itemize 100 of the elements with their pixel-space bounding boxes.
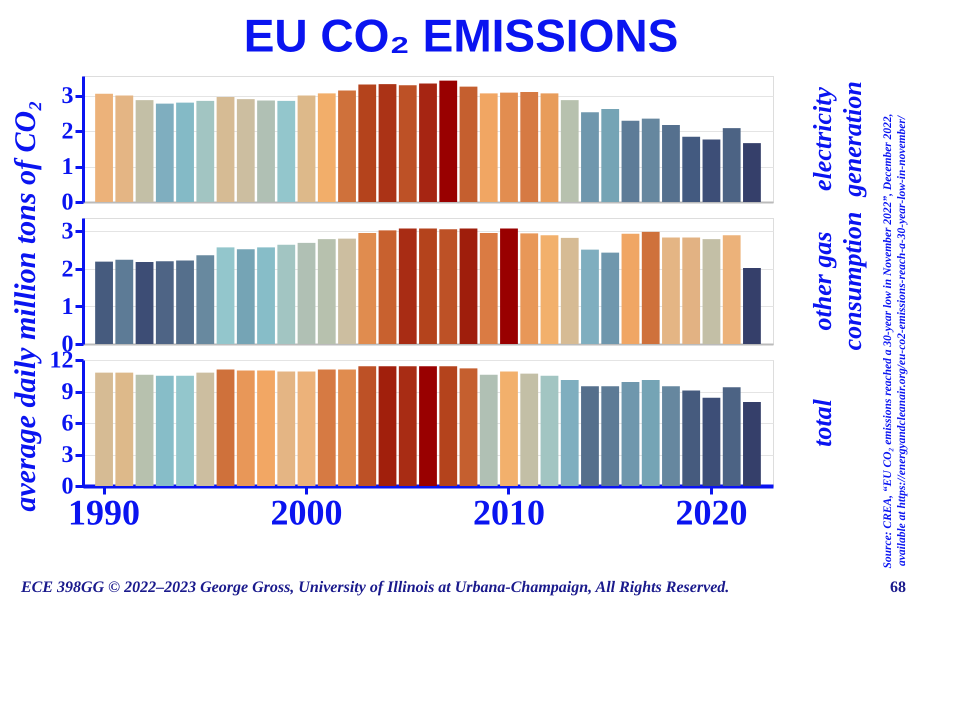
bar <box>642 118 660 202</box>
bar <box>622 120 640 202</box>
bar <box>702 239 720 344</box>
bar <box>257 247 275 344</box>
bar <box>520 374 538 486</box>
bar <box>95 262 113 344</box>
bar <box>581 250 599 344</box>
bar <box>520 92 538 202</box>
bar <box>115 260 134 344</box>
text: 68 <box>890 579 906 596</box>
bar <box>682 136 700 202</box>
text: other gas consumption <box>808 212 867 350</box>
bar <box>196 100 214 202</box>
bar <box>439 366 458 486</box>
source-note: Source: CREA, “EU CO₂ emissions reached a 30-year low in November 2022”, December 2022, available at https://energyandcleanair.org/eu-co2-emissions-reach-a-30-year-low-in-november/ <box>882 113 908 569</box>
bar <box>601 386 620 486</box>
bar <box>156 261 174 344</box>
bar <box>277 100 296 202</box>
bar <box>136 374 154 486</box>
bar <box>378 230 396 344</box>
bar <box>236 249 255 344</box>
bar <box>642 380 660 486</box>
bar <box>743 268 761 344</box>
bar <box>480 93 498 202</box>
text: electricity generation <box>808 81 867 198</box>
bar <box>642 232 660 344</box>
y-tick-label: 6 <box>62 410 74 436</box>
bar <box>216 369 234 486</box>
bar <box>176 376 194 486</box>
bar <box>622 382 640 486</box>
bar <box>156 376 174 486</box>
bar <box>540 235 558 344</box>
bar <box>682 238 700 344</box>
bar <box>176 102 194 202</box>
bar <box>318 93 336 202</box>
y-tick-label: 1 <box>62 154 74 180</box>
bar <box>277 372 296 486</box>
bar <box>216 247 234 344</box>
bar <box>338 90 356 202</box>
bar <box>398 228 417 344</box>
text: total <box>808 398 837 447</box>
bar <box>378 366 396 486</box>
bar <box>622 234 640 344</box>
bar <box>560 238 579 344</box>
bar <box>156 104 174 202</box>
bar <box>662 124 680 202</box>
bar <box>601 252 620 344</box>
text: ECE 398GG © 2022–2023 George Gross, University of Illinois at Urbana-Champaign, All Rights Reserved. <box>20 579 730 596</box>
bar <box>398 366 417 486</box>
bar <box>378 84 396 202</box>
bar <box>460 228 478 344</box>
bar <box>722 235 741 344</box>
y-axis-title: average daily million tons of CO₂ <box>9 100 42 512</box>
bar <box>95 94 113 202</box>
bar <box>95 372 113 486</box>
bar <box>460 86 478 202</box>
bar <box>662 386 680 486</box>
bar <box>277 244 296 344</box>
bar <box>358 233 376 344</box>
bar <box>520 233 538 344</box>
bar <box>236 99 255 202</box>
bar <box>540 93 558 202</box>
bar <box>196 372 214 486</box>
bar <box>722 128 741 202</box>
bar <box>236 370 255 486</box>
bar <box>338 238 356 344</box>
bar <box>702 140 720 202</box>
x-tick-label: 2010 <box>472 492 545 532</box>
bar <box>358 366 376 486</box>
bar <box>743 143 761 202</box>
bar <box>662 238 680 344</box>
bar <box>500 228 518 344</box>
y-tick-label: 1 <box>62 294 74 320</box>
bar <box>460 368 478 486</box>
y-tick-label: 0 <box>62 190 74 216</box>
bar <box>560 100 579 202</box>
chart-title: EU CO₂ EMISSIONS <box>244 10 678 62</box>
x-tick-label: 2000 <box>270 492 343 532</box>
bar <box>216 96 234 202</box>
bar <box>115 96 134 202</box>
bar <box>318 239 336 344</box>
bar <box>439 80 458 202</box>
bar <box>581 386 599 486</box>
bar <box>419 366 437 486</box>
bar <box>480 233 498 344</box>
bar <box>298 96 316 202</box>
y-tick-label: 2 <box>62 256 74 282</box>
bar <box>196 255 214 344</box>
bar <box>500 372 518 486</box>
bar <box>419 228 437 344</box>
bar <box>398 85 417 202</box>
bar <box>702 398 720 486</box>
bar <box>136 100 154 202</box>
bar <box>257 370 275 486</box>
bar <box>338 369 356 486</box>
y-tick-label: 3 <box>62 218 74 245</box>
bar <box>419 83 437 202</box>
bar <box>176 260 194 344</box>
bar <box>581 112 599 202</box>
bar <box>601 109 620 202</box>
